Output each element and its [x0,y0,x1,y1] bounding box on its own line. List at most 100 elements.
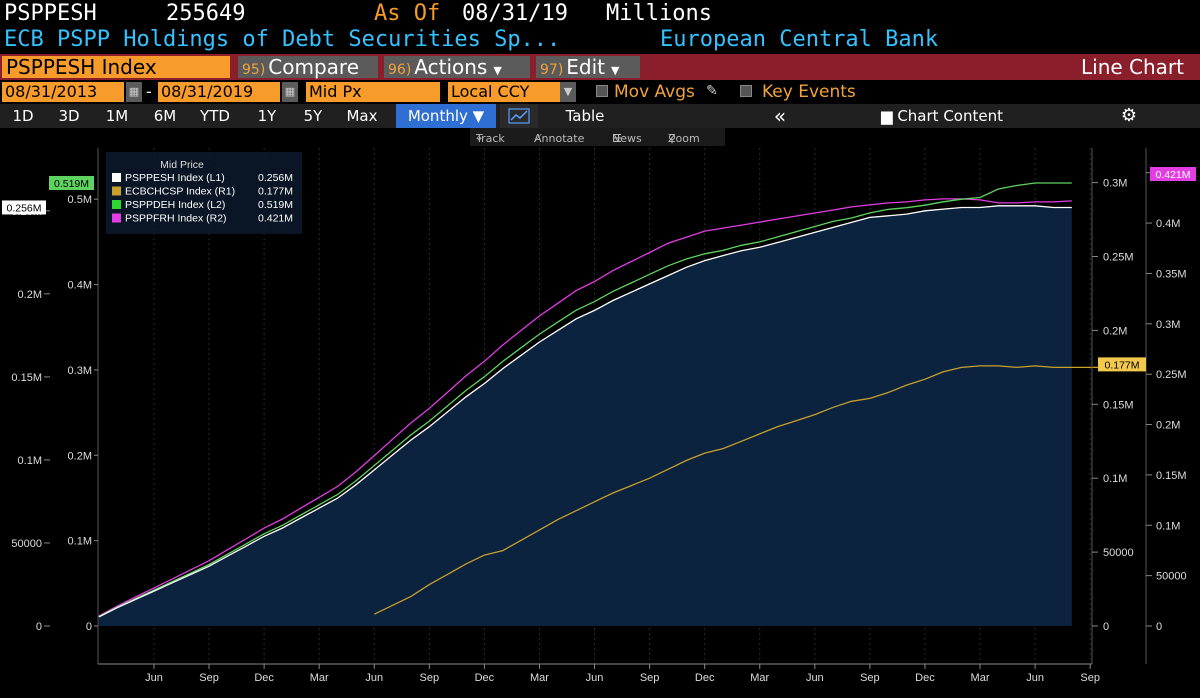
field-select[interactable]: Mid Px [306,82,440,102]
compare-label: Compare [268,55,360,79]
y-tick-label-r1: 0.25M [1103,252,1134,264]
header-description: ECB PSPP Holdings of Debt Securities Sp.… [4,27,561,52]
key-events-label: Key Events [762,82,856,102]
range-button-1y[interactable]: 1Y [257,107,277,125]
frequency-dropdown[interactable]: Monthly ▼ [396,104,496,128]
range-button-ytd[interactable]: YTD [200,107,230,125]
y-tick-label-l1: 0 [36,621,42,633]
edit-chevron-down-icon: ▼ [611,64,620,77]
edit-button[interactable]: 97) Edit ▼ [536,56,640,78]
end-calendar-icon[interactable]: ▦ [282,82,298,102]
y-tick-label-l2: 0.5M [68,194,92,206]
end-date-field[interactable]: 08/31/2019 [158,82,280,102]
last-value-tag-text-l2: 0.519M [54,178,89,190]
date-separator: - [146,82,152,101]
header-as-of-date: 08/31/19 [462,1,568,26]
x-tick-label: Jun [145,672,163,684]
compare-button[interactable]: 95) Compare [238,56,378,78]
y-tick-label-r1: 0.2M [1103,325,1127,337]
last-value-tag-text-r1: 0.177M [1104,359,1139,371]
chart-content-label: Chart Content [897,107,1003,125]
series-line-r1 [374,363,1146,615]
series-line-l1 [98,205,1072,618]
actions-chevron-down-icon: ▼ [493,64,502,77]
header-as-of-label: As Of [374,1,441,26]
pencil-icon[interactable]: ✎ [706,83,718,99]
x-tick-label: Sep [860,672,880,684]
series-line-r2 [98,198,1072,617]
x-tick-label: Sep [199,672,219,684]
legend-value: 0.421M [258,213,293,225]
actions-number: 96) [388,62,412,78]
gear-icon[interactable]: ⚙ [1120,105,1138,126]
security-input[interactable]: PSPPESH Index [2,56,230,78]
track-label: Track [476,132,505,145]
y-tick-label-l2: 0.2M [68,450,92,462]
x-tick-label: Mar [750,672,769,684]
legend-value: 0.256M [258,172,293,184]
start-calendar-icon[interactable]: ▦ [126,82,142,102]
y-tick-label-r1: 0.15M [1103,399,1134,411]
x-tick-label: Dec [915,672,935,684]
y-tick-label-l1: 0.2M [18,289,42,301]
range-button-3d[interactable]: 3D [58,107,80,125]
crosshair-icon: ⌖ [476,132,483,145]
annotate-label: Annotate [534,132,585,145]
x-tick-label: Dec [254,672,274,684]
actions-label: Actions [414,55,488,79]
key-events-checkbox[interactable] [740,85,752,97]
y-tick-label-r1: 0.1M [1103,473,1127,485]
legend-swatch [112,173,121,182]
news-label: News [612,132,642,145]
last-value-tag-r1 [1098,357,1146,372]
legend-entry: PSPPESH Index (L1) [125,172,225,184]
last-value-tag-text-r2: 0.421M [1155,169,1190,181]
legend-value: 0.519M [258,199,293,211]
edit-label: Edit [566,55,606,79]
x-tick-label: Jun [586,672,604,684]
legend-entry: PSPPFRH Index (R2) [125,213,227,225]
edit-number: 97) [540,62,564,78]
x-tick-label: Mar [310,672,329,684]
x-tick-label: Mar [530,672,549,684]
start-date-field[interactable]: 08/31/2013 [2,82,124,102]
header-ticker: PSPPESH [4,1,97,26]
mov-avgs-checkbox[interactable] [596,85,608,97]
last-value-tag-text-l1: 0.256M [6,202,41,214]
range-button-6m[interactable]: 6M [153,107,177,125]
header-number: 255649 [166,1,246,26]
x-tick-label: Jun [365,672,383,684]
collapse-icon[interactable]: « [773,104,787,128]
header-units: Millions [606,1,712,26]
legend-value: 0.177M [258,186,293,198]
compare-number: 95) [242,62,266,78]
actions-button[interactable]: 96) Actions ▼ [384,56,530,78]
line-chart[interactable]: 0 50000 0.1M 0.15M 0.2M 0.25M 0 0.1M 0.2M 0.3M 0.4… [0,146,1200,688]
chart-content-button[interactable]: ▆ Chart Content [852,104,1032,128]
range-button-5y[interactable]: 5Y [303,107,323,125]
y-tick-label-r2: 0.25M [1156,369,1187,381]
last-value-tag-l1 [2,200,46,215]
series-line-l2 [98,182,1072,618]
range-button-max[interactable]: Max [346,107,378,125]
range-button-1d[interactable]: 1D [12,107,34,125]
y-tick-label-r1: 50000 [1103,547,1134,559]
range-bar: 1D 3D 1M 6M YTD 1Y 5Y Max Monthly ▼ Tabl… [0,104,1200,128]
command-bar: PSPPESH Index 95) Compare 96) Actions ▼ 97)… [0,54,1200,80]
y-tick-label-l1: 0.1M [18,455,42,467]
range-button-1m[interactable]: 1M [105,107,129,125]
legend-entry: ECBCHCSP Index (R1) [125,186,235,198]
y-tick-label-r2: 0.35M [1156,268,1187,280]
currency-select[interactable]: Local CCY [448,82,560,102]
table-button[interactable]: Table [565,107,605,125]
y-tick-label-r2: 0.1M [1156,520,1180,532]
y-tick-label-r2: 50000 [1156,571,1187,583]
x-tick-label: Dec [475,672,495,684]
x-tick-label: Jun [806,672,824,684]
y-tick-label-r2: 0.15M [1156,470,1187,482]
chart-view-toggle[interactable] [500,104,538,128]
currency-chevron-down-icon[interactable]: ▼ [560,82,576,102]
chart-tools: ⌖ Track ⟋ Annotate ☰ News ⚲ Zoom [470,128,725,146]
y-tick-label-l2: 0.1M [68,536,92,548]
y-tick-label-l1: 50000 [11,538,42,550]
